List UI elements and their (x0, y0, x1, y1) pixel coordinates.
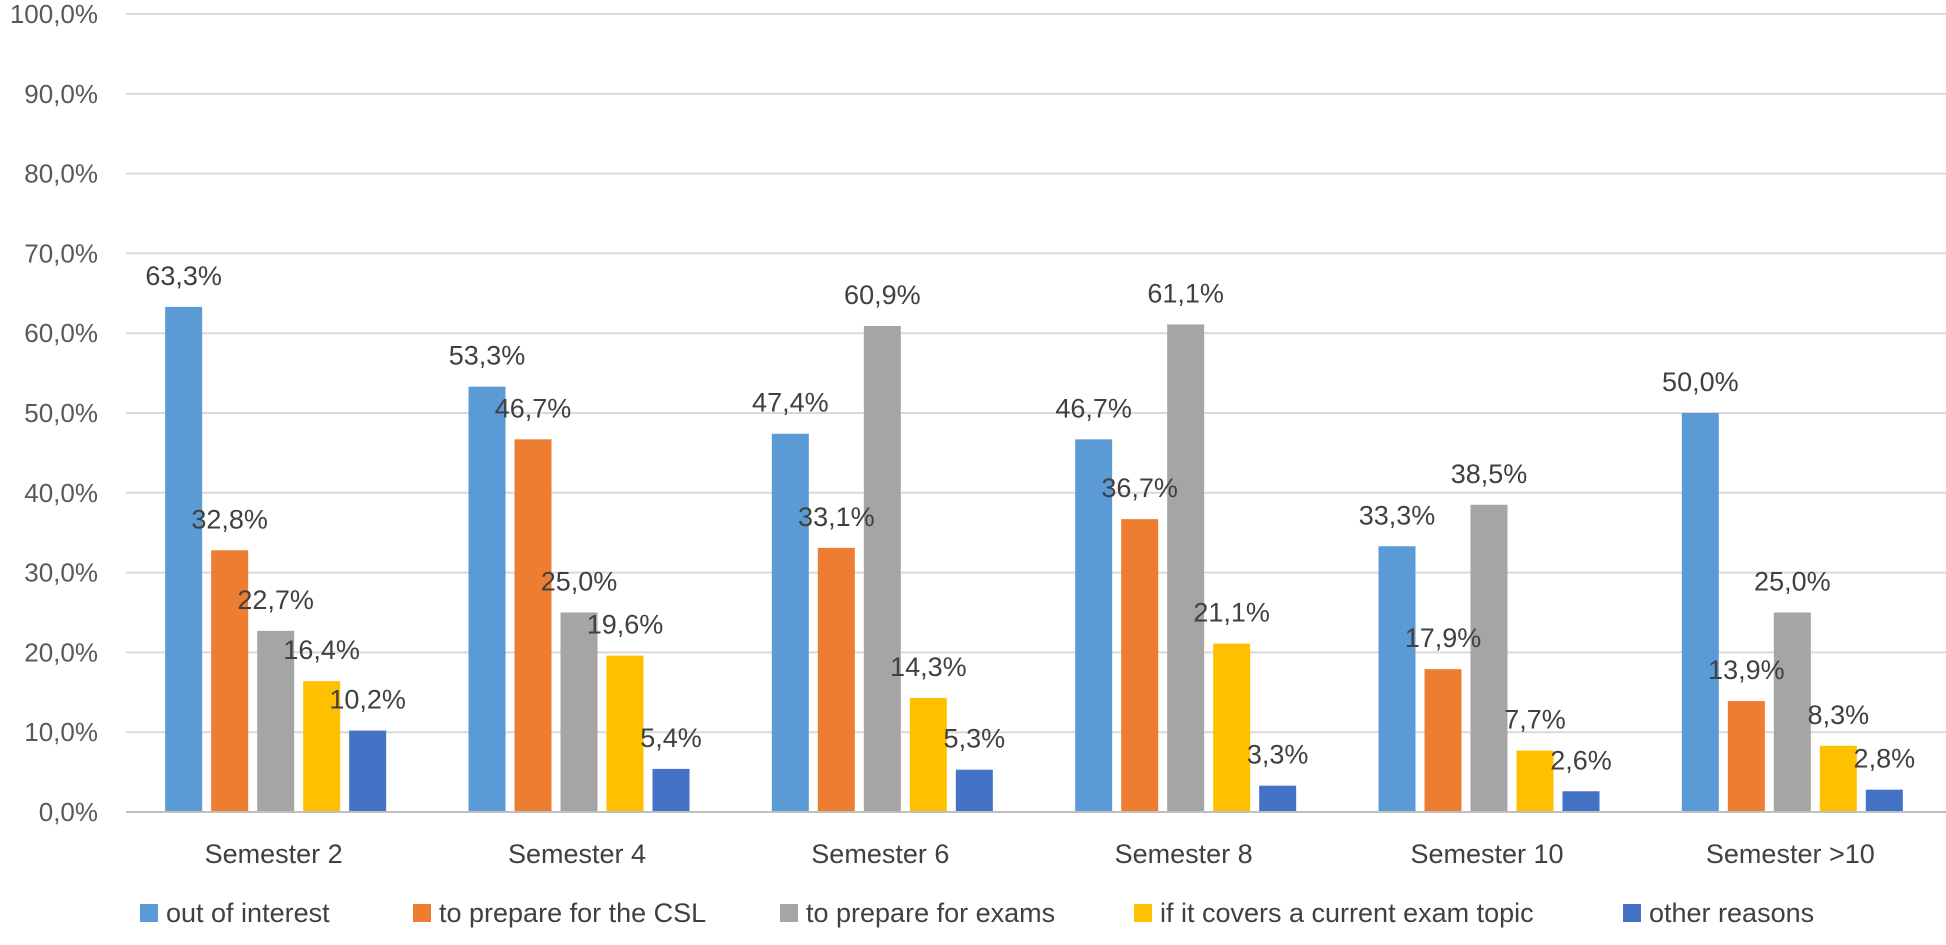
data-label: 60,9% (844, 280, 921, 310)
data-label: 38,5% (1451, 459, 1528, 489)
bar (349, 730, 387, 812)
bar (652, 768, 690, 812)
bar (771, 433, 809, 812)
y-tick-label: 90,0% (24, 79, 98, 109)
bar (955, 769, 993, 812)
data-label: 50,0% (1662, 367, 1739, 397)
y-tick-label: 10,0% (24, 717, 98, 747)
data-label: 33,1% (798, 502, 875, 532)
y-tick-label: 30,0% (24, 558, 98, 588)
bar (468, 386, 506, 812)
bar (1773, 612, 1811, 812)
bar (1167, 324, 1205, 812)
bar (1259, 785, 1297, 812)
bar (863, 326, 901, 812)
bar (514, 439, 552, 812)
data-label: 53,3% (449, 341, 526, 371)
bar (1819, 745, 1857, 812)
y-tick-label: 40,0% (24, 478, 98, 508)
bar (303, 681, 341, 812)
legend: out of interest to prepare for the CSL to … (140, 898, 1814, 928)
x-tick-label: Semester >10 (1706, 839, 1875, 869)
bar (560, 612, 598, 812)
legend-swatch (780, 904, 798, 922)
data-label: 10,2% (329, 685, 406, 715)
legend-swatch (140, 904, 158, 922)
data-labels-layer: 63,3% 32,8% 22,7% 16,4% 10,2% 53,3% 46,7% 25,0%… (145, 261, 1915, 775)
data-label: 25,0% (1754, 567, 1831, 597)
data-label: 8,3% (1808, 700, 1870, 730)
bar (606, 655, 644, 812)
y-tick-label: 60,0% (24, 318, 98, 348)
bar (817, 547, 855, 812)
data-label: 61,1% (1147, 278, 1224, 308)
grid-layer (126, 13, 1946, 734)
bar (1562, 791, 1600, 812)
data-label: 5,3% (944, 724, 1006, 754)
bar (1470, 504, 1508, 812)
data-label: 46,7% (1055, 393, 1132, 423)
y-tick-label: 20,0% (24, 637, 98, 667)
bars-layer (165, 306, 1903, 812)
data-label: 25,0% (541, 567, 618, 597)
bar (211, 550, 249, 812)
legend-swatch (1623, 904, 1641, 922)
y-tick-label: 70,0% (24, 238, 98, 268)
bar (1213, 643, 1251, 812)
bar (165, 306, 203, 812)
legend-entry: to prepare for exams (806, 898, 1055, 928)
bar (909, 697, 947, 812)
data-label: 2,8% (1854, 744, 1916, 774)
legend-entry: to prepare for the CSL (439, 898, 706, 928)
data-label: 32,8% (191, 504, 268, 534)
y-tick-label: 0,0% (39, 797, 98, 827)
y-tick-label: 100,0% (10, 0, 98, 29)
bar (1424, 669, 1462, 812)
data-label: 14,3% (890, 652, 967, 682)
bar (1516, 750, 1554, 812)
legend-entry: other reasons (1649, 898, 1814, 928)
data-label: 2,6% (1550, 745, 1612, 775)
y-tick-label: 80,0% (24, 159, 98, 189)
x-tick-label: Semester 2 (205, 839, 343, 869)
data-label: 36,7% (1101, 473, 1178, 503)
x-tick-label: Semester 8 (1115, 839, 1253, 869)
data-label: 3,3% (1247, 740, 1309, 770)
data-label: 19,6% (587, 610, 664, 640)
data-label: 47,4% (752, 388, 829, 418)
data-label: 16,4% (283, 635, 360, 665)
data-label: 33,3% (1359, 500, 1436, 530)
data-label: 22,7% (237, 585, 314, 615)
bar (1727, 701, 1765, 812)
data-label: 13,9% (1708, 655, 1785, 685)
x-tick-label: Semester 4 (508, 839, 646, 869)
legend-swatch (1134, 904, 1152, 922)
legend-swatch (413, 904, 431, 922)
bar (1865, 789, 1903, 812)
bar (1121, 519, 1159, 812)
x-tick-label: Semester 10 (1410, 839, 1563, 869)
bar (1378, 546, 1416, 812)
data-label: 5,4% (640, 723, 702, 753)
bar (1075, 439, 1113, 812)
axis-layer: 0,0% 10,0% 20,0% 30,0% 40,0% 50,0% 60,0% 70,0% 8… (10, 0, 1946, 869)
data-label: 7,7% (1504, 705, 1566, 735)
data-label: 21,1% (1193, 598, 1270, 628)
data-label: 46,7% (495, 393, 572, 423)
y-tick-label: 50,0% (24, 398, 98, 428)
data-label: 17,9% (1405, 623, 1482, 653)
legend-entry: if it covers a current exam topic (1160, 898, 1534, 928)
x-tick-label: Semester 6 (811, 839, 949, 869)
legend-entry: out of interest (166, 898, 330, 928)
bar (1681, 413, 1719, 812)
bar (257, 630, 295, 812)
data-label: 63,3% (145, 261, 222, 291)
